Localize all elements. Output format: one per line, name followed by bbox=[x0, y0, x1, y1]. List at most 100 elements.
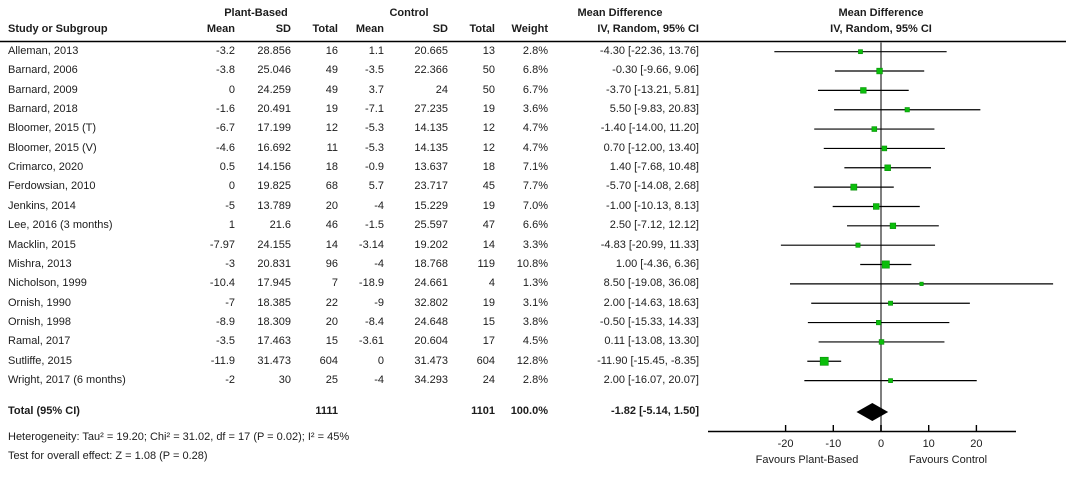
study-name-cell: Barnard, 2006 bbox=[8, 64, 78, 77]
overall-effect-stats: Test for overall effect: Z = 1.08 (P = 0… bbox=[8, 450, 208, 462]
effect-square bbox=[904, 107, 910, 113]
ci-text-cell: -4.83 [-20.99, 11.33] bbox=[600, 238, 699, 251]
study-row: Macklin, 2015 -7.97 24.155 14 -3.14 19.2… bbox=[0, 236, 1066, 255]
study-name-cell: Ramal, 2017 bbox=[8, 335, 71, 348]
treatment-total-cell: 22 bbox=[325, 296, 338, 309]
treatment-sd-cell: 21.6 bbox=[269, 219, 291, 232]
weight-cell: 7.7% bbox=[522, 180, 548, 193]
treatment-mean-cell: -7.97 bbox=[209, 238, 235, 251]
ci-text-cell: -5.70 [-14.08, 2.68] bbox=[606, 180, 699, 193]
treatment-total-cell: 14 bbox=[325, 238, 338, 251]
control-total-cell: 19 bbox=[482, 296, 495, 309]
control-sd-cell: 23.717 bbox=[414, 180, 448, 193]
effect-square bbox=[850, 183, 858, 191]
effect-square bbox=[871, 126, 878, 132]
study-row: Ornish, 1998 -8.9 18.309 20 -8.4 24.648 … bbox=[0, 313, 1066, 332]
control-total-cell: 12 bbox=[482, 141, 495, 154]
study-row: Bloomer, 2015 (T) -6.7 17.199 12 -5.3 14… bbox=[0, 119, 1066, 138]
study-name-cell: Jenkins, 2014 bbox=[8, 199, 76, 212]
control-mean-cell: -4 bbox=[374, 373, 384, 386]
treatment-mean-cell: -10.4 bbox=[209, 277, 235, 290]
control-sd-cell: 24 bbox=[435, 83, 448, 96]
study-row: Alleman, 2013 -3.2 28.856 16 1.1 20.665 … bbox=[0, 42, 1066, 61]
study-row: Lee, 2016 (3 months) 1 21.6 46 -1.5 25.5… bbox=[0, 216, 1066, 235]
study-name-cell: Macklin, 2015 bbox=[8, 238, 76, 251]
control-sd-cell: 24.661 bbox=[414, 277, 448, 290]
ci-text-cell: 1.40 [-7.68, 10.48] bbox=[609, 161, 699, 174]
study-row: Crimarco, 2020 0.5 14.156 18 -0.9 13.637… bbox=[0, 158, 1066, 177]
control-total-cell: 19 bbox=[482, 103, 495, 116]
treatment-sd-cell: 24.155 bbox=[257, 238, 291, 251]
treatment-total-cell: 46 bbox=[325, 219, 338, 232]
treatment-total-cell: 16 bbox=[325, 45, 338, 57]
treatment-sd-cell: 24.259 bbox=[257, 83, 291, 96]
effect-square bbox=[819, 356, 829, 366]
control-sd-cell: 14.135 bbox=[414, 141, 448, 154]
control-mean-cell: -3.5 bbox=[365, 64, 384, 77]
control-mean-cell: -8.4 bbox=[365, 315, 384, 328]
effect-square bbox=[884, 164, 891, 171]
ci-text-cell: 2.00 [-14.63, 18.63] bbox=[603, 296, 699, 309]
study-row: Sutliffe, 2015 -11.9 31.473 604 0 31.473… bbox=[0, 352, 1066, 371]
study-row: Nicholson, 1999 -10.4 17.945 7 -18.9 24.… bbox=[0, 274, 1066, 293]
control-sd-cell: 31.473 bbox=[414, 354, 448, 367]
control-sd-cell: 20.665 bbox=[414, 45, 448, 57]
weight-cell: 4.7% bbox=[522, 122, 548, 135]
control-total-cell: 19 bbox=[482, 199, 495, 212]
control-mean-cell: 3.7 bbox=[368, 83, 384, 96]
control-total-cell: 14 bbox=[482, 238, 495, 251]
treatment-total-cell: 25 bbox=[325, 373, 338, 386]
weight-cell: 6.7% bbox=[522, 83, 548, 96]
effect-square bbox=[855, 242, 861, 248]
treatment-mean-cell: -4.6 bbox=[216, 141, 235, 154]
control-sd-cell: 25.597 bbox=[414, 219, 448, 232]
group2-header: Control bbox=[389, 7, 429, 19]
treatment-total-cell: 11 bbox=[326, 141, 338, 154]
control-total-cell: 13 bbox=[482, 45, 495, 57]
control-sd-cell: 32.802 bbox=[414, 296, 448, 309]
control-sd-cell: 18.768 bbox=[414, 257, 448, 270]
treatment-sd-cell: 30 bbox=[278, 373, 291, 386]
weight-cell: 3.1% bbox=[522, 296, 548, 309]
treatment-mean-cell: 1 bbox=[228, 219, 235, 232]
weight-cell: 7.1% bbox=[522, 161, 548, 174]
treatment-sd-cell: 17.199 bbox=[257, 122, 291, 135]
treatment-sd-header: SD bbox=[275, 23, 291, 35]
control-mean-cell: -0.9 bbox=[365, 161, 384, 174]
effect-square bbox=[860, 87, 867, 94]
study-name-cell: Crimarco, 2020 bbox=[8, 161, 84, 174]
weight-cell: 4.5% bbox=[522, 335, 548, 348]
treatment-mean-cell: -6.7 bbox=[216, 122, 235, 135]
group1-header: Plant-Based bbox=[224, 7, 288, 19]
axis-tick-label: 20 bbox=[970, 438, 982, 450]
control-total-cell: 47 bbox=[482, 219, 495, 232]
effect-square bbox=[881, 260, 890, 269]
study-name-cell: Ornish, 1998 bbox=[8, 315, 71, 328]
ci-text-cell: 5.50 [-9.83, 20.83] bbox=[609, 103, 699, 116]
study-row: Bloomer, 2015 (V) -4.6 16.692 11 -5.3 14… bbox=[0, 139, 1066, 158]
study-name-cell: Barnard, 2018 bbox=[8, 103, 78, 116]
ci-text-cell: -0.50 [-15.33, 14.33] bbox=[599, 315, 699, 328]
control-mean-header: Mean bbox=[355, 23, 384, 35]
treatment-total-header: Total bbox=[312, 23, 338, 35]
favours-left-label: Favours Plant-Based bbox=[756, 454, 859, 466]
weight-cell: 10.8% bbox=[516, 257, 548, 270]
treatment-mean-cell: 0 bbox=[228, 180, 235, 193]
control-total-cell: 50 bbox=[482, 83, 495, 96]
study-row: Jenkins, 2014 -5 13.789 20 -4 15.229 19 … bbox=[0, 197, 1066, 216]
treatment-total-cell: 7 bbox=[331, 277, 338, 290]
total-weight: 100.0% bbox=[510, 405, 548, 417]
weight-cell: 3.3% bbox=[522, 238, 548, 251]
control-total-cell: 12 bbox=[482, 122, 495, 135]
treatment-sd-cell: 16.692 bbox=[257, 141, 291, 154]
effect-square bbox=[888, 378, 893, 383]
treatment-total-cell: 19 bbox=[325, 103, 338, 116]
treatment-sd-cell: 20.831 bbox=[257, 257, 291, 270]
control-mean-cell: 0 bbox=[377, 354, 384, 367]
treatment-mean-cell: -8.9 bbox=[216, 315, 235, 328]
effect-square bbox=[876, 67, 883, 75]
study-row: Barnard, 2009 0 24.259 49 3.7 24 50 6.7%… bbox=[0, 81, 1066, 100]
control-mean-cell: 1.1 bbox=[368, 45, 384, 57]
control-sd-cell: 34.293 bbox=[414, 373, 448, 386]
effect-square bbox=[876, 320, 882, 326]
